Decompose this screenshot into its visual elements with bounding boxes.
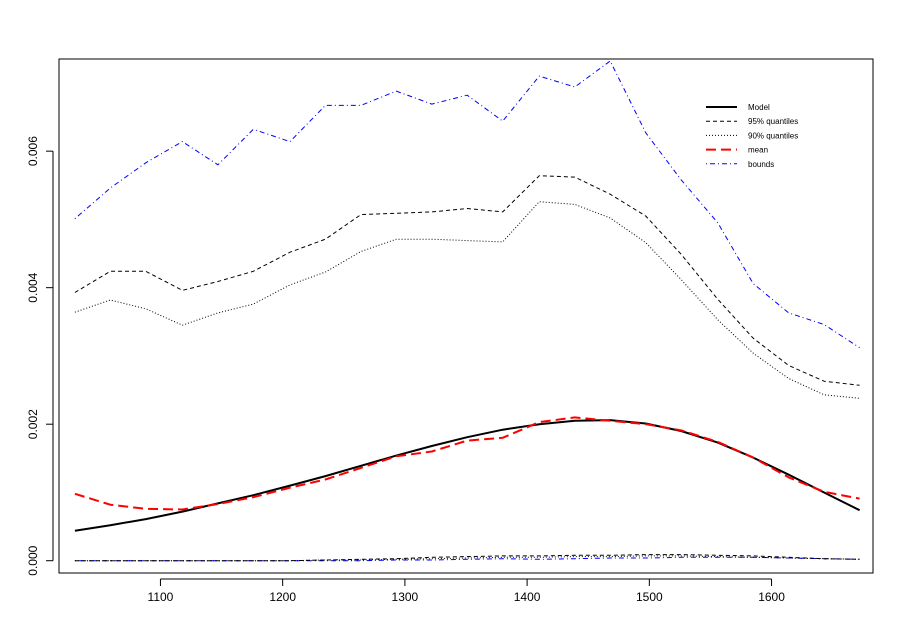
x-tick-label: 1300 <box>392 590 419 604</box>
legend-label: bounds <box>748 160 774 169</box>
y-tick-label: 0.000 <box>26 545 40 575</box>
series-line <box>74 555 860 562</box>
legend-label: 90% quantiles <box>748 131 798 140</box>
series-layer <box>74 60 861 562</box>
series-line <box>74 201 860 399</box>
x-tick-label: 1100 <box>148 590 174 604</box>
series-line <box>74 175 860 386</box>
x-axis: 1100 1200 1300 1400 1500 1600 <box>148 578 785 604</box>
series-line <box>74 60 860 349</box>
legend-label: 95% quantiles <box>748 117 798 126</box>
series-line <box>74 419 861 532</box>
legend-label: Model <box>748 103 770 112</box>
plot-frame <box>58 58 874 574</box>
legend-label: mean <box>748 146 768 155</box>
x-tick-label: 1400 <box>514 590 541 604</box>
y-tick-label: 0.004 <box>26 272 40 302</box>
y-tick-label: 0.006 <box>26 136 40 166</box>
series-line <box>74 416 860 511</box>
series-line <box>74 556 860 562</box>
x-tick-label: 1200 <box>269 590 296 604</box>
x-tick-label: 1500 <box>636 590 663 604</box>
series-line <box>74 554 860 562</box>
y-axis: 0.000 0.002 0.004 0.006 <box>26 136 54 576</box>
y-tick-label: 0.002 <box>26 409 40 439</box>
x-tick-label: 1600 <box>758 590 785 604</box>
legend: Model 95% quantiles 90% quantiles mean bound… <box>706 103 798 169</box>
